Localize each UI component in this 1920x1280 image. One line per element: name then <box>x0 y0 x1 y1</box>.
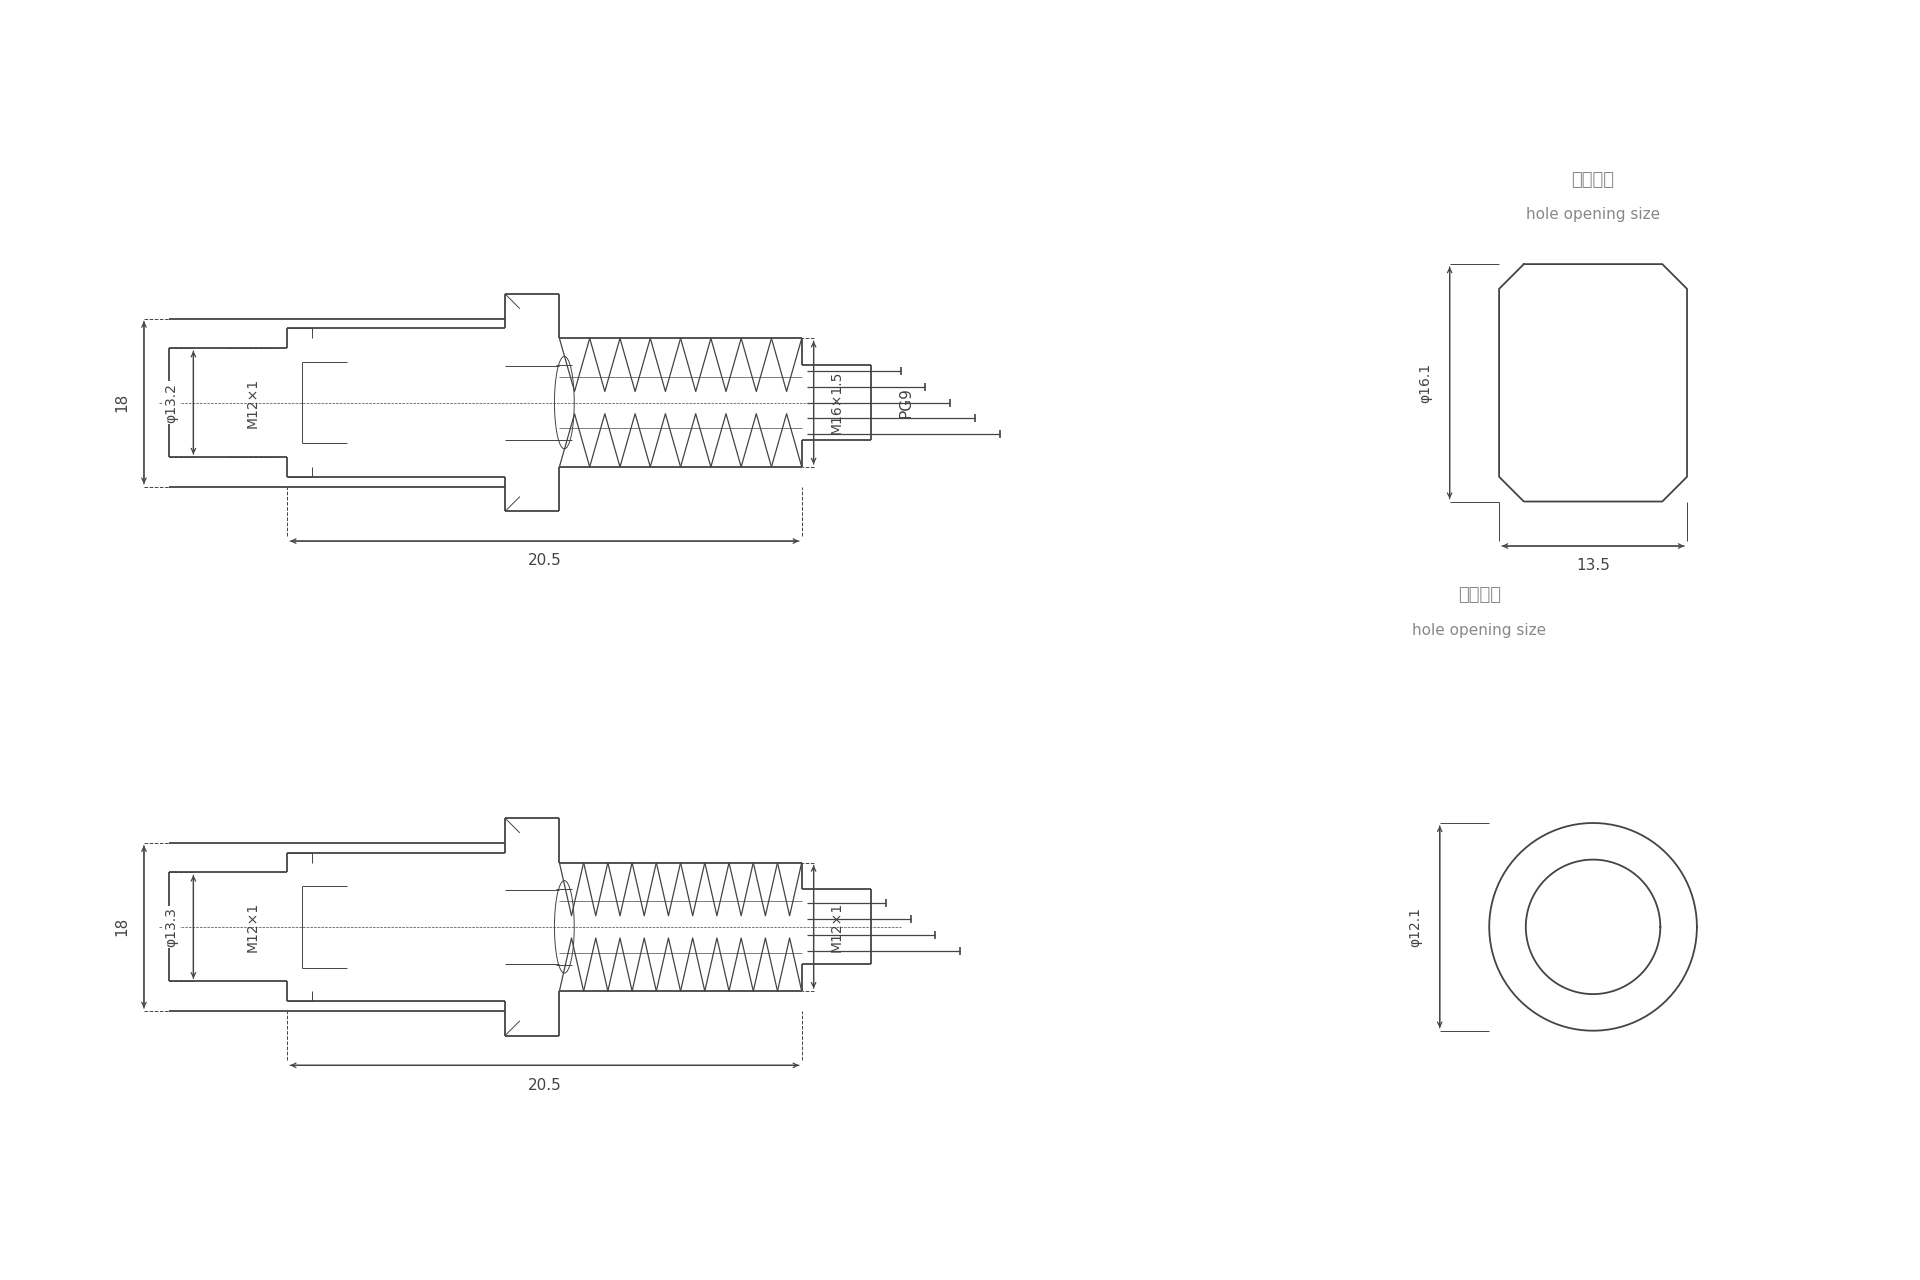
Text: M12×1: M12×1 <box>829 902 843 952</box>
Text: φ13.2: φ13.2 <box>165 383 179 422</box>
Text: 18: 18 <box>115 393 131 412</box>
Text: M12×1: M12×1 <box>246 902 259 952</box>
Text: φ12.1: φ12.1 <box>1407 906 1423 947</box>
Text: 20.5: 20.5 <box>528 553 561 568</box>
Text: 13.5: 13.5 <box>1576 558 1611 573</box>
Text: M16×1.5: M16×1.5 <box>829 371 843 434</box>
Text: φ16.1: φ16.1 <box>1417 362 1432 403</box>
Text: 20.5: 20.5 <box>528 1078 561 1093</box>
Text: hole opening size: hole opening size <box>1413 622 1546 637</box>
Text: 开孔尺寸: 开孔尺寸 <box>1457 586 1501 604</box>
Text: PG9: PG9 <box>899 387 914 419</box>
Text: 开孔尺寸: 开孔尺寸 <box>1572 172 1615 189</box>
Text: φ13.3: φ13.3 <box>165 908 179 947</box>
Text: hole opening size: hole opening size <box>1526 207 1661 223</box>
Text: M12×1: M12×1 <box>246 378 259 428</box>
Text: 18: 18 <box>115 918 131 937</box>
